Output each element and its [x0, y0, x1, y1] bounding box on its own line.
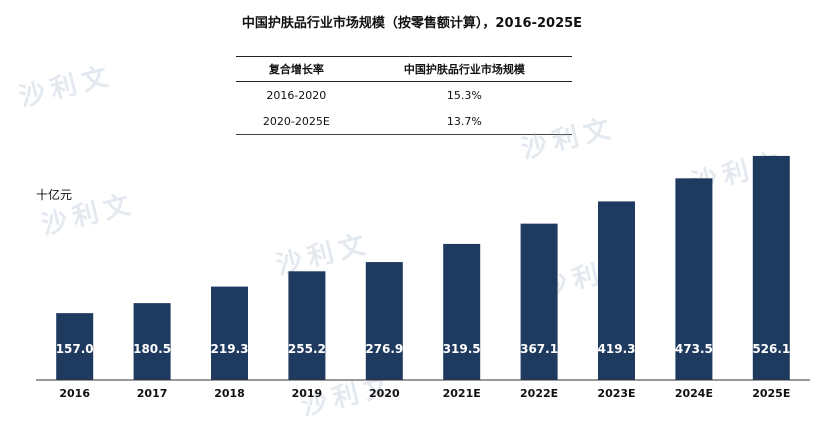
cagr-table-row: 2020-2025E 13.7%: [236, 108, 572, 135]
bar-chart: 157.0 2016 180.5 2017 219.3 2018 255.2 2019 276.…: [36, 155, 810, 400]
bar-2022E: [520, 223, 558, 380]
x-tick-label: 2023E: [597, 387, 635, 400]
x-tick-label: 2022E: [520, 387, 558, 400]
bar-2021E: [443, 243, 481, 380]
bar-value-label: 180.5: [133, 342, 171, 356]
cagr-table: 复合增长率 中国护肤品行业市场规模 2016-2020 15.3% 2020-2…: [236, 56, 572, 135]
x-tick-label: 2016: [59, 387, 90, 400]
bar-2019: [288, 271, 326, 380]
x-tick-label: 2017: [137, 387, 168, 400]
cagr-period-cell: 2020-2025E: [236, 108, 357, 135]
x-tick-label: 2019: [292, 387, 323, 400]
x-tick-label: 2025E: [752, 387, 790, 400]
bar-value-label: 526.1: [752, 342, 790, 356]
bar-2023E: [598, 201, 635, 380]
x-tick-label: 2021E: [443, 387, 481, 400]
bar-value-label: 319.5: [443, 342, 481, 356]
x-tick-label: 2020: [369, 387, 400, 400]
bar-value-label: 157.0: [56, 342, 94, 356]
x-tick-label: 2024E: [675, 387, 713, 400]
y-axis-unit-label: 十亿元: [36, 188, 73, 202]
cagr-period-cell: 2016-2020: [266, 88, 327, 102]
bar-value-label: 255.2: [288, 342, 326, 356]
cagr-value-cell: 13.7%: [356, 108, 572, 135]
bar-value-label: 219.3: [211, 342, 249, 356]
bar-2020: [365, 262, 403, 380]
cagr-table-header-market: 中国护肤品行业市场规模: [356, 56, 572, 82]
bar-value-label: 367.1: [520, 342, 558, 356]
bar-2017: [133, 303, 171, 380]
bar-2025E: [752, 155, 790, 380]
bar-value-label: 276.9: [365, 342, 403, 356]
cagr-value-cell: 15.3%: [446, 88, 482, 102]
cagr-table-header-period: 复合增长率: [236, 56, 357, 82]
x-tick-label: 2018: [214, 387, 245, 400]
cagr-table-header-row: 复合增长率 中国护肤品行业市场规模: [236, 56, 572, 82]
bar-2016: [56, 313, 94, 380]
cagr-table-row: 2016-2020 15.3%: [236, 82, 572, 109]
bar-2024E: [675, 178, 713, 380]
chart-title: 中国护肤品行业市场规模（按零售额计算），2016-2025E: [241, 16, 583, 31]
bar-value-label: 419.3: [598, 342, 636, 356]
bar-2018: [211, 286, 248, 380]
bar-value-label: 473.5: [675, 342, 713, 356]
